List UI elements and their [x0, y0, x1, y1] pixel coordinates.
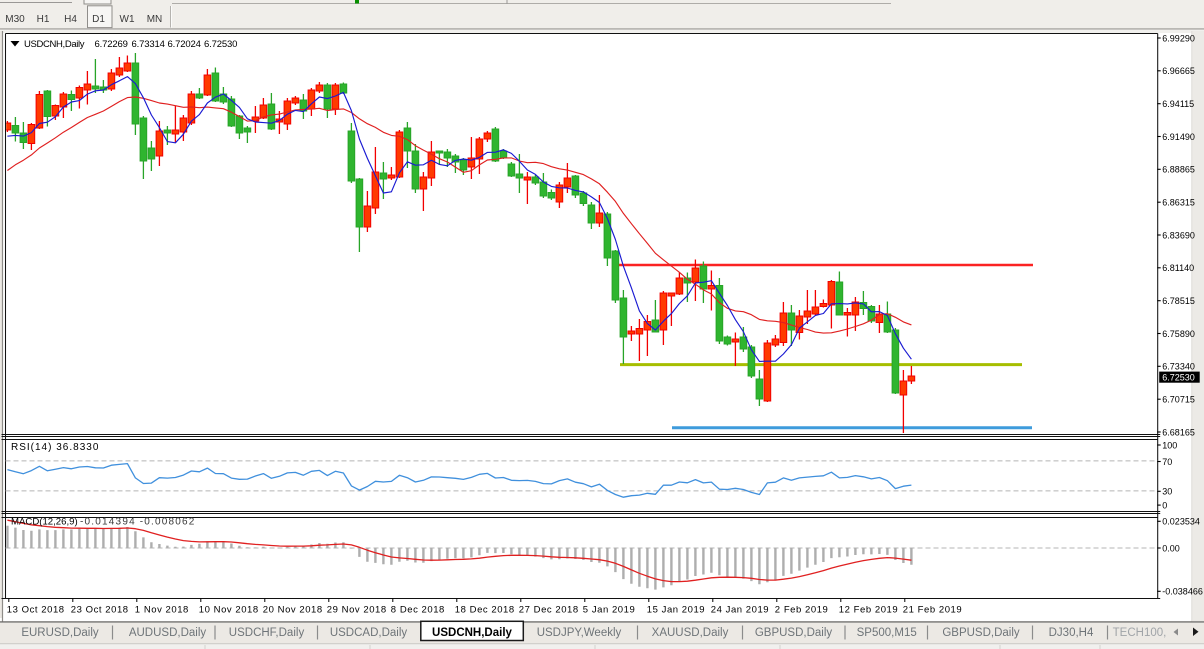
svg-text:6.72269: 6.72269: [95, 39, 128, 50]
svg-text:6.72530: 6.72530: [204, 39, 237, 50]
svg-text:RSI(14) 36.8330: RSI(14) 36.8330: [11, 442, 99, 453]
svg-text:6.70715: 6.70715: [1162, 395, 1195, 405]
svg-text:6.94115: 6.94115: [1162, 99, 1194, 109]
svg-text:D1: D1: [92, 14, 105, 25]
svg-text:13 Oct 2018: 13 Oct 2018: [7, 604, 65, 615]
svg-text:H4: H4: [64, 14, 77, 25]
svg-text:12 Feb 2019: 12 Feb 2019: [839, 604, 898, 615]
svg-text:21 Feb 2019: 21 Feb 2019: [903, 604, 962, 615]
svg-text:15 Jan 2019: 15 Jan 2019: [647, 604, 705, 615]
svg-text:-0.038466: -0.038466: [1162, 587, 1203, 597]
svg-text:0: 0: [1162, 500, 1167, 510]
svg-text:MN: MN: [147, 14, 163, 25]
svg-text:8 Dec 2018: 8 Dec 2018: [391, 604, 445, 615]
svg-text:1 Nov 2018: 1 Nov 2018: [135, 604, 189, 615]
svg-text:0.00: 0.00: [1162, 543, 1180, 553]
svg-text:-0.008062: -0.008062: [140, 517, 196, 528]
svg-text:W1: W1: [120, 14, 135, 25]
svg-text:6.78515: 6.78515: [1162, 296, 1195, 306]
svg-text:6.81140: 6.81140: [1162, 263, 1194, 273]
svg-text:6.68165: 6.68165: [1162, 427, 1195, 437]
svg-text:70: 70: [1162, 457, 1172, 467]
svg-text:USDCNH,Daily: USDCNH,Daily: [432, 627, 512, 639]
svg-text:USDCHF,Daily: USDCHF,Daily: [229, 627, 305, 639]
svg-text:30: 30: [1162, 487, 1172, 497]
svg-text:GBPUSD,Daily: GBPUSD,Daily: [755, 627, 833, 639]
svg-text:XAUUSD,Daily: XAUUSD,Daily: [652, 627, 729, 639]
svg-text:100: 100: [1162, 440, 1177, 450]
svg-text:AUDUSD,Daily: AUDUSD,Daily: [129, 627, 207, 639]
svg-text:M30: M30: [5, 14, 25, 25]
svg-text:27 Dec 2018: 27 Dec 2018: [519, 604, 579, 615]
svg-text:SP500,M15: SP500,M15: [857, 627, 917, 639]
svg-text:6.99290: 6.99290: [1162, 33, 1195, 43]
svg-text:6.96665: 6.96665: [1162, 66, 1195, 76]
svg-text:0.023534: 0.023534: [1162, 517, 1200, 527]
svg-text:6.72530: 6.72530: [1162, 372, 1195, 382]
svg-text:10 Nov 2018: 10 Nov 2018: [199, 604, 259, 615]
svg-text:USDCNH,Daily: USDCNH,Daily: [24, 39, 85, 50]
svg-text:6.72024: 6.72024: [168, 39, 201, 50]
svg-text:-0.014394: -0.014394: [80, 517, 136, 528]
svg-text:6.83690: 6.83690: [1162, 230, 1195, 240]
svg-text:23 Oct 2018: 23 Oct 2018: [71, 604, 129, 615]
svg-text:20 Nov 2018: 20 Nov 2018: [263, 604, 323, 615]
svg-text:H1: H1: [37, 14, 50, 25]
svg-text:18 Dec 2018: 18 Dec 2018: [455, 604, 515, 615]
svg-text:GBPUSD,Daily: GBPUSD,Daily: [942, 627, 1020, 639]
svg-text:6.88865: 6.88865: [1162, 165, 1195, 175]
svg-text:6.91490: 6.91490: [1162, 132, 1195, 142]
svg-text:6.73314: 6.73314: [132, 39, 165, 50]
svg-text:6.75890: 6.75890: [1162, 329, 1195, 339]
svg-text:MACD(12,26,9): MACD(12,26,9): [11, 517, 78, 528]
svg-text:USDCAD,Daily: USDCAD,Daily: [330, 627, 408, 639]
svg-text:6.86315: 6.86315: [1162, 198, 1195, 208]
svg-text:29 Nov 2018: 29 Nov 2018: [327, 604, 387, 615]
svg-text:TECH100,: TECH100,: [1113, 627, 1167, 639]
svg-text:24 Jan 2019: 24 Jan 2019: [711, 604, 769, 615]
svg-text:6.73340: 6.73340: [1162, 362, 1195, 372]
svg-text:DJ30,H4: DJ30,H4: [1049, 627, 1094, 639]
svg-text:5 Jan 2019: 5 Jan 2019: [583, 604, 636, 615]
svg-text:EURUSD,Daily: EURUSD,Daily: [21, 627, 99, 639]
svg-text:2 Feb 2019: 2 Feb 2019: [775, 604, 829, 615]
svg-text:USDJPY,Weekly: USDJPY,Weekly: [537, 627, 622, 639]
